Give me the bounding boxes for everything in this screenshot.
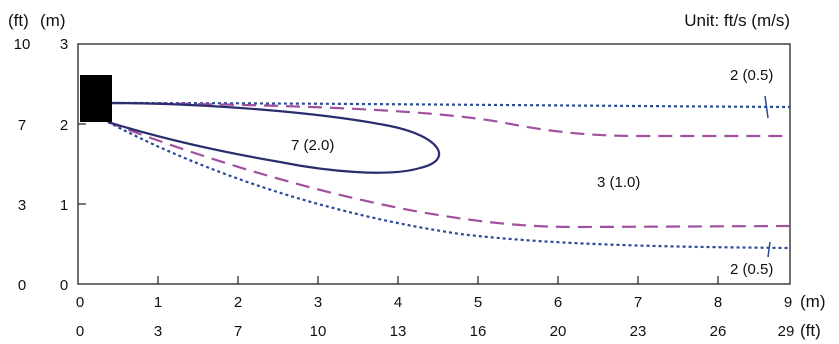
y-tick-label-m-1: 1 (60, 197, 68, 214)
x-tick-label-ft-7: 7 (234, 323, 242, 340)
x-tick-label-m-5: 5 (474, 294, 482, 311)
x-tick-label-m-8: 8 (714, 294, 722, 311)
x-tick-label-ft-16: 16 (470, 323, 487, 340)
y-tick-label-ft-3: 3 (18, 197, 26, 214)
leader-top (764, 95, 769, 119)
y-tick-label-ft-7: 7 (18, 117, 26, 134)
contour-middle-bottom (107, 120, 791, 229)
x-tick-label-m-0: 0 (76, 294, 84, 311)
x-tick-label-ft-13: 13 (390, 323, 407, 340)
y-axis-ticks (78, 123, 86, 205)
x-tick-label-ft-3: 3 (154, 323, 162, 340)
x-tick-label-ft-20: 20 (550, 323, 567, 340)
y-tick-label-m-2: 2 (60, 117, 68, 134)
label-outer-bottom: 2 (0.5) (730, 261, 773, 278)
contour-middle-top (109, 101, 790, 138)
x-tick-label-m-3: 3 (314, 294, 322, 311)
label-middle-contour: 3 (1.0) (597, 174, 640, 191)
x-tick-label-m-6: 6 (554, 294, 562, 311)
label-inner-contour: 7 (2.0) (291, 137, 334, 154)
x-tick-label-ft-29: 29 (778, 323, 795, 340)
x-axis-unit-m: (m) (800, 292, 825, 311)
x-tick-label-m-7: 7 (634, 294, 642, 311)
unit-label: Unit: ft/s (m/s) (684, 11, 790, 30)
x-axis-ticks (157, 276, 719, 284)
x-tick-label-m-9: 9 (784, 294, 792, 311)
y-axis-unit-m: (m) (40, 11, 65, 30)
y-tick-label-m-3: 3 (60, 36, 68, 53)
x-tick-label-m-1: 1 (154, 294, 162, 311)
y-axis-unit-ft: (ft) (8, 11, 29, 30)
plot-frame (77, 43, 791, 285)
x-tick-label-ft-10: 10 (310, 323, 327, 340)
x-tick-label-ft-0: 0 (76, 323, 84, 340)
contour-outer-bottom (107, 121, 791, 250)
x-tick-label-m-2: 2 (234, 294, 242, 311)
label-outer-top: 2 (0.5) (730, 67, 773, 84)
y-tick-label-ft-10: 10 (14, 36, 31, 53)
x-tick-label-m-4: 4 (394, 294, 402, 311)
y-tick-label-m-0: 0 (60, 277, 68, 294)
y-tick-label-ft-0: 0 (18, 277, 26, 294)
x-axis-unit-ft: (ft) (800, 321, 821, 340)
x-tick-label-ft-23: 23 (630, 323, 647, 340)
contour-inner (107, 101, 441, 174)
indoor-unit-block (80, 75, 112, 122)
x-tick-label-ft-26: 26 (710, 323, 727, 340)
leader-bottom (767, 241, 771, 258)
